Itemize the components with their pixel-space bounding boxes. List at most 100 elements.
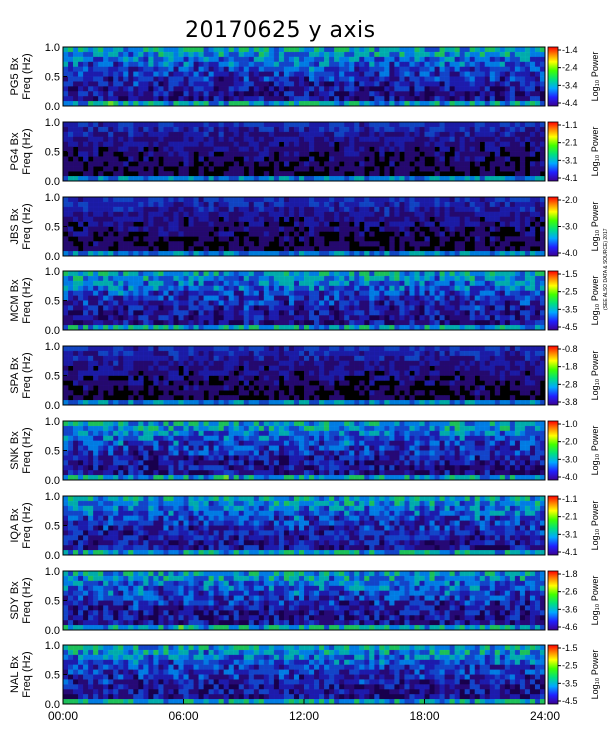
spectrogram-cell (143, 216, 149, 222)
spectrogram-cell (78, 300, 84, 306)
spectrogram-cell (369, 47, 375, 53)
spectrogram-cell (268, 310, 275, 316)
spectrogram-cell (414, 136, 420, 142)
spectrogram-cell (138, 280, 144, 287)
spectrogram-cell (339, 71, 345, 77)
spectrogram-cell (188, 122, 194, 128)
spectrogram-cell (118, 300, 124, 306)
spectrogram-cell (399, 365, 405, 371)
spectrogram-cell (539, 146, 546, 152)
spectrogram-cell (309, 346, 315, 352)
spectrogram-cell (314, 211, 320, 217)
spectrogram-cell (73, 395, 79, 401)
spectrogram-cell (399, 81, 405, 87)
spectrogram-cell (88, 305, 94, 311)
spectrogram-cell (324, 176, 330, 182)
spectrogram-cell (529, 197, 536, 203)
spectrogram-cell (329, 320, 335, 326)
spectrogram-cell (293, 146, 300, 152)
spectrogram-cell (364, 161, 370, 167)
spectrogram-cell (78, 61, 84, 67)
spectrogram-cell (223, 221, 229, 227)
spectrogram-cell (464, 290, 470, 296)
spectrogram-cell (494, 275, 501, 282)
spectrogram-cell (108, 400, 114, 406)
spectrogram-cell (529, 290, 536, 296)
spectrogram-cell (539, 241, 546, 247)
spectrogram-cell (193, 96, 199, 102)
spectrogram-cell (223, 395, 229, 401)
spectrogram-cell (158, 295, 164, 301)
spectrogram-cell (103, 66, 109, 72)
spectrogram-cell (394, 310, 400, 316)
spectrogram-cell (298, 206, 305, 213)
spectrogram-cell (218, 355, 224, 362)
spectrogram-cell (128, 350, 134, 357)
spectrogram-cell (509, 56, 516, 63)
spectrogram-cell (449, 197, 455, 203)
spectrogram-cell (78, 290, 84, 296)
spectrogram-cell (489, 320, 496, 326)
spectrogram-cell (213, 370, 219, 376)
spectrogram-cell (193, 300, 199, 306)
spectrogram-cell (93, 221, 99, 227)
spectrogram-cell (188, 61, 194, 67)
spectrogram-cell (188, 141, 194, 147)
spectrogram-cell (444, 290, 450, 296)
spectrogram-cell (454, 221, 460, 227)
spectrogram-cell (309, 201, 315, 208)
spectrogram-cell (369, 360, 375, 366)
spectrogram-cell (479, 76, 486, 82)
spectrogram-cell (399, 395, 405, 401)
spectrogram-cell (168, 395, 174, 401)
spectrogram-cell (203, 295, 209, 301)
spectrogram-cell (113, 251, 119, 257)
spectrogram-cell (103, 86, 109, 92)
spectrogram-cell (339, 246, 345, 252)
spectrogram-cell (514, 236, 521, 242)
spectrogram-cell (93, 66, 99, 72)
spectrogram-cell (364, 206, 370, 213)
spectrogram-cell (143, 295, 149, 301)
spectrogram-cell (138, 365, 144, 371)
spectrogram-cell (293, 141, 300, 147)
spectrogram-cell (148, 206, 154, 213)
spectrogram-cell (504, 141, 511, 147)
spectrogram-cell (379, 146, 385, 152)
spectrogram-cell (429, 86, 435, 92)
spectrogram-cell (108, 61, 114, 67)
spectrogram-cell (138, 171, 144, 177)
spectrogram-cell (263, 197, 270, 203)
spectrogram-cell (339, 380, 345, 386)
spectrogram-cell (534, 91, 541, 97)
spectrogram-cell (288, 91, 295, 97)
spectrogram-cell (178, 96, 184, 102)
spectrogram-cell (273, 81, 280, 87)
spectrogram-cell (148, 280, 154, 287)
spectrogram-cell (268, 197, 275, 203)
spectrogram-cell (118, 305, 124, 311)
spectrogram-cell (379, 47, 385, 53)
spectrogram-cell (474, 325, 481, 331)
spectrogram-cell (158, 66, 164, 72)
spectrogram-cell (103, 197, 109, 203)
spectrogram-cell (499, 197, 506, 203)
spectrogram-cell (524, 315, 531, 321)
spectrogram-cell (519, 91, 526, 97)
spectrogram-cell (153, 400, 159, 406)
spectrogram-cell (324, 280, 330, 287)
spectrogram-cell (128, 96, 134, 102)
spectrogram-cell (464, 131, 470, 138)
spectrogram-cell (419, 131, 425, 138)
spectrogram-cell (278, 285, 285, 291)
spectrogram-cell (379, 201, 385, 208)
spectrogram-cell (133, 47, 139, 53)
spectrogram-cell (263, 315, 270, 321)
spectrogram-cell (514, 197, 521, 203)
spectrogram-cell (73, 246, 79, 252)
spectrogram-cell (524, 206, 531, 213)
spectrogram-cell (399, 285, 405, 291)
spectrogram-cell (349, 295, 355, 301)
spectrogram-cell (153, 315, 159, 321)
spectrogram-cell (324, 320, 330, 326)
